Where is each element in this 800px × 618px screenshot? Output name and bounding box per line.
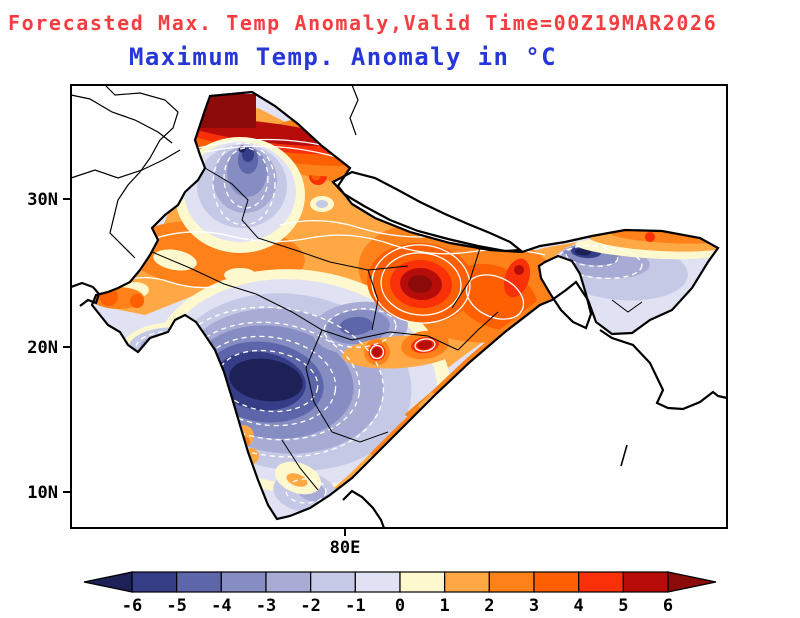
state-border-line: [331, 431, 389, 443]
nepal-outline: [331, 170, 523, 253]
figure-subtitle: Maximum Temp. Anomaly in °C: [129, 43, 557, 71]
anomaly-field: [92, 92, 718, 519]
colorbar-segment: [622, 571, 669, 593]
colorbar-tick-label: -1: [345, 596, 366, 616]
colorbar-segment: [176, 571, 222, 593]
colorbar-right-arrow: [667, 571, 717, 593]
colorbar-tick-label: 3: [528, 596, 540, 616]
x-axis-label-80e: 80E: [329, 538, 361, 558]
state-border-line: [367, 269, 379, 331]
contour-region: [514, 265, 524, 275]
y-axis-label-30n: 30N: [27, 190, 58, 210]
contour-region: [93, 341, 105, 353]
contour-region: [372, 347, 382, 357]
state-border-line: [457, 311, 499, 351]
contour-line: [285, 478, 327, 504]
colorbar-segment: [399, 571, 446, 593]
pakistan-coast-line: [70, 281, 101, 307]
colorbar-segment: [265, 571, 312, 593]
contour-line: [149, 231, 546, 256]
colorbar-tick-label: 6: [662, 596, 674, 616]
contour-line: [414, 338, 436, 352]
border-line: [70, 94, 173, 144]
contour-line: [371, 244, 471, 324]
axis-ticks: [63, 198, 346, 536]
contour-line: [369, 344, 385, 360]
contour-line: [565, 245, 619, 267]
state-border-line: [351, 331, 459, 351]
contour-line: [183, 321, 361, 441]
colorbar-segment: [131, 571, 178, 593]
contour-region: [385, 112, 405, 132]
contour-region: [575, 248, 591, 256]
contour-region: [417, 340, 433, 350]
contour-region: [316, 200, 328, 208]
colorbar-segments: [131, 571, 669, 593]
y-axis-label-10n: 10N: [27, 483, 58, 503]
contour-line: [212, 142, 276, 226]
y-axis-label-20n: 20N: [27, 338, 58, 358]
sri-lanka-coast-line: [342, 489, 386, 529]
state-border-line: [305, 329, 333, 433]
contour-line: [380, 252, 462, 316]
border-line: [349, 84, 359, 136]
contour-region: [339, 316, 373, 336]
colorbar-segment: [354, 571, 401, 593]
colorbar-segment: [488, 571, 535, 593]
colorbar-segment: [310, 571, 356, 593]
colorbar-segment: [444, 571, 490, 593]
colorbar-tick-label: 0: [394, 596, 406, 616]
state-border-line: [204, 167, 259, 239]
contour-region: [130, 294, 144, 308]
india-outline: [90, 90, 720, 521]
contour-region: [229, 358, 303, 402]
contour-region: [545, 136, 565, 164]
colorbar-tick-label: -4: [211, 596, 232, 616]
contour-region: [645, 232, 655, 242]
colorbar-tick-label: 4: [573, 596, 584, 616]
colorbar-tick-label: -3: [255, 596, 277, 616]
figure-title: Forecasted Max. Temp Anomaly,Valid Time=…: [8, 11, 718, 35]
colorbar-tick-label: -2: [300, 596, 321, 616]
border-line: [104, 84, 179, 259]
state-border-line: [611, 299, 643, 313]
contour-region: [198, 94, 256, 128]
myanmar-coast-line: [599, 329, 728, 411]
andaman-island-line: [620, 444, 628, 467]
colorbar-left-arrow: [83, 571, 133, 593]
colorbar-segment: [578, 571, 624, 593]
state-border-line: [151, 251, 257, 295]
contour-line: [199, 335, 337, 427]
state-border-line: [255, 293, 353, 341]
contour-region: [92, 325, 100, 341]
contour-region: [370, 406, 422, 457]
colorbar-segment: [220, 571, 267, 593]
country-borders: [70, 90, 728, 529]
contour-region: [153, 249, 197, 271]
contour-line: [557, 244, 643, 280]
colorbar-tick-label: -5: [166, 596, 187, 616]
state-border-line: [451, 247, 481, 309]
colorbar-tick-label: 2: [484, 596, 495, 616]
state-border-line: [281, 439, 319, 491]
colorbar-tick-label: 1: [439, 596, 450, 616]
state-borders: [151, 167, 643, 491]
border-line: [70, 149, 181, 179]
colorbar-tick-label: 5: [618, 596, 629, 616]
foreign-borders-thin: [70, 84, 359, 259]
colorbar: [83, 571, 717, 593]
state-border-line: [257, 237, 409, 271]
contour-region: [408, 274, 432, 294]
plot-frame: [70, 84, 728, 529]
colorbar-segment: [533, 571, 580, 593]
contour-line: [323, 308, 397, 348]
colorbar-tick-label: -6: [121, 596, 143, 616]
